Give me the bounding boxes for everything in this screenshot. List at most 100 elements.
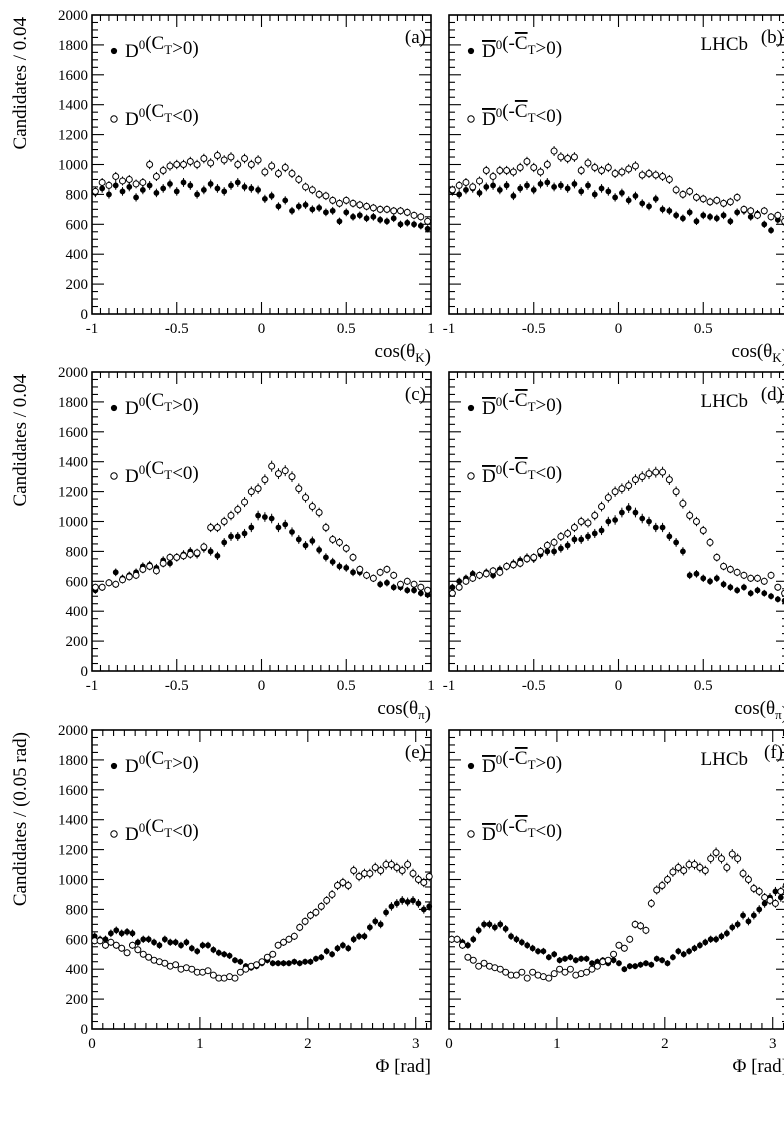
legend-marker-filled [467,404,475,412]
data-point [693,570,700,577]
data-point [288,473,296,481]
legend-marker-filled [467,762,475,770]
data-point [672,488,680,496]
data-point [768,227,774,234]
data-point [482,166,490,174]
data-point [236,968,244,976]
data-point [591,530,598,537]
data-point [756,906,763,913]
data-point [625,197,632,204]
data-point [328,890,336,898]
data-point [523,555,531,563]
data-point [254,156,262,164]
data-point [134,946,142,954]
data-point [258,958,266,966]
y-tick-label: 400 [66,604,89,620]
data-point [424,586,432,594]
data-point [572,957,579,964]
legend-marker-filled [110,404,118,412]
data-point [615,941,623,949]
legend-marker-filled [110,762,118,770]
data-point [585,533,591,540]
data-point [702,939,709,946]
x-tick-label: 0 [615,678,623,694]
data-point [397,221,404,228]
data-point [707,936,714,943]
data-point [503,562,511,570]
data-point [307,958,314,965]
data-point [274,169,282,177]
data-point [700,575,707,582]
data-point [404,899,411,905]
data-point [456,578,463,585]
y-tick-label: 1600 [58,68,88,84]
data-point [295,536,302,543]
x-tick-label: 1 [553,1036,561,1052]
data-point [237,958,244,965]
legend-entry: D0(-CT<0) [482,816,562,845]
x-tick-label: 1 [196,1036,204,1052]
x-tick-label: 0 [258,678,266,694]
data-point [707,578,713,585]
legend-marker-open [467,830,475,838]
data-point [118,930,125,937]
y-tick-label: 0 [81,1022,89,1038]
data-point [564,185,571,192]
data-point [404,861,412,869]
legend-marker-open [110,115,118,123]
y-tick-label: 800 [66,902,89,918]
data-point [315,190,323,198]
plot-frame [91,371,432,672]
data-point [355,873,363,881]
data-point [673,212,680,219]
data-point [589,960,595,967]
data-point [578,536,585,543]
y-tick-label: 1800 [58,395,88,411]
data-point [356,565,364,573]
data-point [551,951,558,958]
data-point [146,562,154,570]
data-point [377,216,384,223]
data-point [646,518,652,525]
data-point [317,902,325,910]
data-point [255,187,262,193]
data-point [415,900,422,907]
x-tick-label: 3 [769,1036,777,1052]
data-point [523,974,531,982]
panel-label: (e) [405,742,426,763]
data-point [550,970,558,978]
data-point [349,553,357,561]
data-point [723,930,730,937]
data-point [210,946,217,953]
data-point [604,163,612,171]
data-point [302,542,309,549]
data-point [591,163,599,171]
data-point [699,526,707,534]
data-point [550,147,558,155]
x-tick-label: -0.5 [165,321,189,337]
lhcb-label: LHCb [701,391,749,412]
data-point [384,218,390,225]
data-point [301,917,309,925]
data-point [172,939,179,946]
x-axis-label: Φ [rad] [732,1056,784,1077]
data-point [383,909,389,916]
data-point [535,948,541,955]
data-point [632,509,639,516]
data-point [129,930,136,937]
data-point [513,936,520,943]
data-point [119,576,127,584]
data-point [508,933,514,940]
data-point [774,211,782,219]
y-tick-label: 400 [66,962,89,978]
data-point [275,524,282,531]
y-tick-label: 1600 [58,425,88,441]
panel-f: 0 1 2 3 Φ [rad] (f) LHCb D0(-CT>0) D0(-CT<0) [445,729,784,1077]
data-point [502,968,510,976]
data-point [159,559,167,567]
data-point [774,596,781,603]
data-point [706,198,714,206]
data-point [659,468,667,476]
legend-entry: D0(CT>0) [125,390,199,419]
data-point [551,184,557,190]
